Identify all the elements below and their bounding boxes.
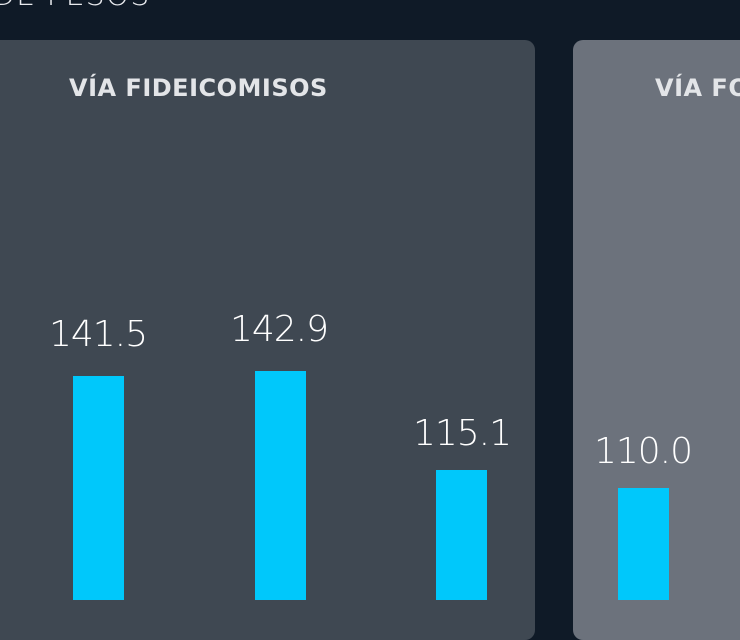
- bar-value-label: 141.5: [48, 314, 148, 355]
- bar: [618, 488, 669, 600]
- bar: [73, 376, 124, 600]
- bar: [255, 371, 306, 600]
- bar-value-label: 115.1: [412, 413, 512, 454]
- bar-value-label: 142.9: [229, 309, 329, 350]
- bar-value-label: 110.0: [593, 431, 693, 472]
- bar: [436, 470, 487, 600]
- panel-title: VÍA FO: [655, 74, 740, 102]
- page-title: DE PESOS: [0, 0, 150, 13]
- panel-title: VÍA FIDEICOMISOS: [69, 74, 328, 102]
